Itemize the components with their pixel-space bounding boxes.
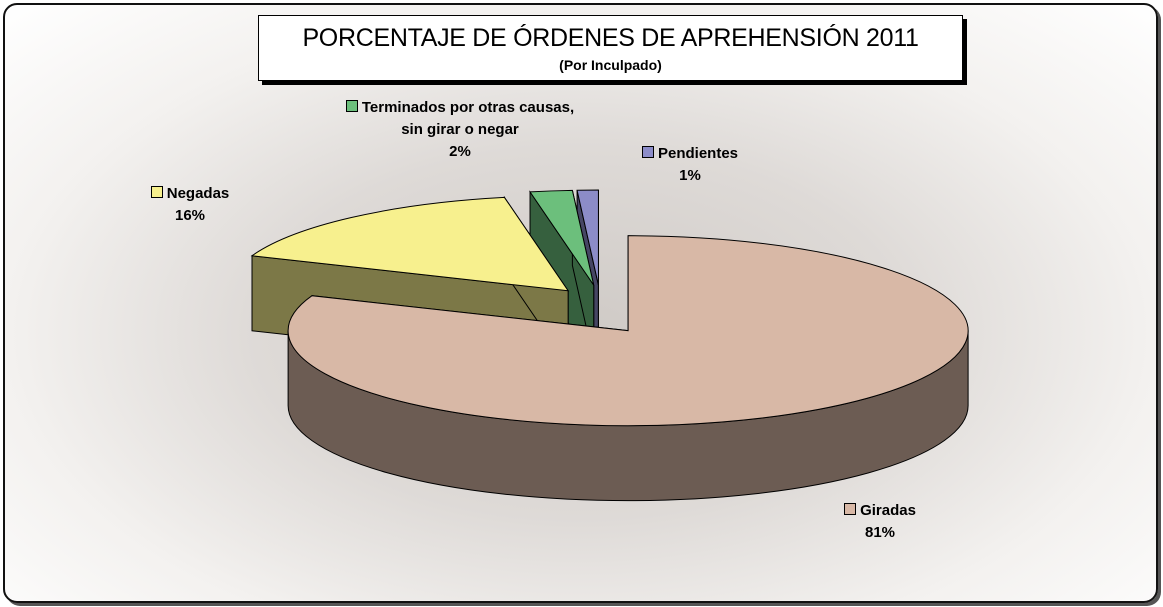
data-label: Negadas 16% (115, 183, 265, 227)
value-label: 16% (115, 205, 265, 227)
legend-swatch (642, 146, 654, 158)
data-label: Terminados por otras causas, sin girar o… (345, 97, 575, 163)
category-label: Pendientes (658, 145, 738, 162)
category-label: Terminados por otras causas, sin girar o… (362, 99, 574, 138)
value-label: 1% (610, 165, 770, 187)
data-label: Giradas 81% (800, 500, 960, 544)
data-label: Pendientes 1% (610, 143, 770, 187)
pie-plot (0, 0, 1163, 607)
value-label: 81% (800, 522, 960, 544)
legend-swatch (844, 503, 856, 515)
category-label: Negadas (167, 185, 230, 202)
legend-swatch (151, 186, 163, 198)
legend-swatch (346, 100, 358, 112)
category-label: Giradas (860, 502, 916, 519)
value-label: 2% (345, 141, 575, 163)
title-box: PORCENTAJE DE ÓRDENES DE APREHENSIÓN 201… (258, 15, 963, 81)
chart-subtitle: (Por Inculpado) (259, 57, 962, 73)
chart-title: PORCENTAJE DE ÓRDENES DE APREHENSIÓN 201… (259, 24, 962, 53)
chart: PORCENTAJE DE ÓRDENES DE APREHENSIÓN 201… (0, 0, 1163, 607)
